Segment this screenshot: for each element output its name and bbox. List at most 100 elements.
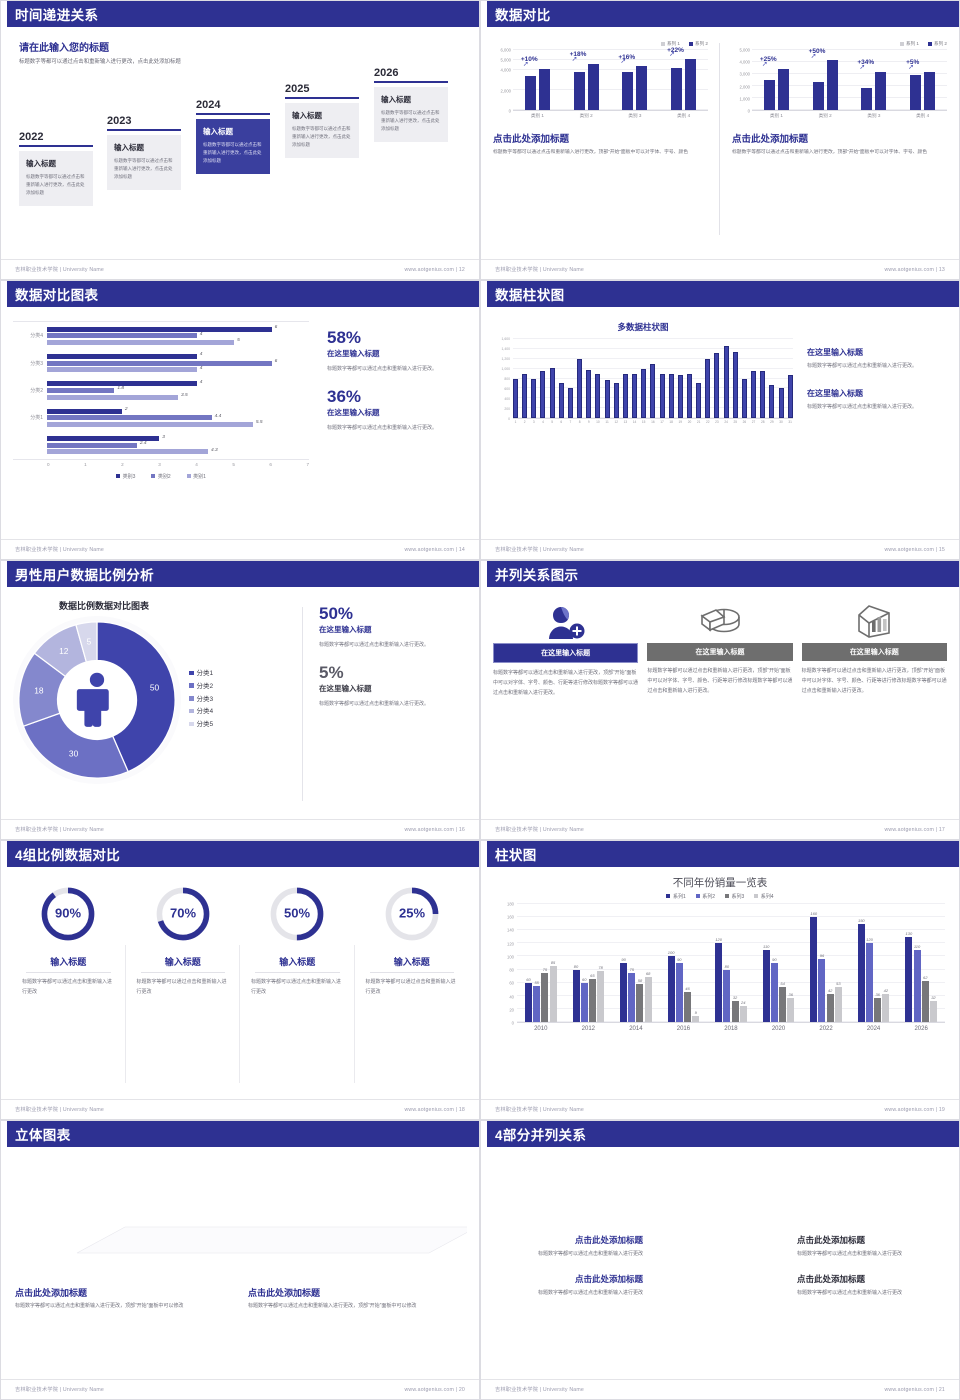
feature-card-3[interactable]: 在这里输入标题 标题数字等都可以通过点击和重新输入进行更改，顶部“开始”面板中可…: [801, 601, 947, 819]
bar-group: +5% ➚: [906, 50, 936, 110]
timeline-item-2023[interactable]: 2023 输入标题 标题数字等都可以通过点击和重新输入进行更改，点击此处添加标题: [107, 115, 181, 190]
bar: [787, 375, 793, 418]
bar-value: 32: [931, 995, 936, 1001]
timeline-card-body: 标题数字等都可以通过点击和重新输入进行更改，点击此处添加标题: [26, 174, 85, 195]
slide-17[interactable]: 并列关系图示 在这里输入标题 标题数字等都可以通过点击和重新输: [480, 560, 960, 840]
slice-value: 12: [59, 646, 69, 656]
timeline-item-2026[interactable]: 2026 输入标题 标题数字等都可以通过点击和重新输入进行更改，点击此处添加标题: [374, 67, 448, 142]
legend-item[interactable]: 类别3: [116, 473, 135, 480]
bar: [558, 383, 564, 418]
legend-item[interactable]: 类别2: [151, 473, 171, 480]
legend-item[interactable]: 分类2: [189, 681, 213, 694]
slide-body: 点击此处添加标题 标题数字等都可以通过点击和重新输入进行更改 点击此处添加标题 …: [481, 1147, 959, 1379]
timeline-card[interactable]: 输入标题 标题数字等都可以通过点击和重新输入进行更改，点击此处添加标题: [285, 103, 359, 158]
slide-12[interactable]: 时间递进关系 请在此输入您的标题 标题数字等都可以通过点击和重新输入进行更改，点…: [0, 0, 480, 280]
bar-value: 32: [732, 995, 738, 1001]
bar: 120: [866, 937, 873, 1022]
ring-card-2[interactable]: 70% 输入标题 标题数字等都可以通过点击和重新输入进行更改: [126, 883, 241, 1099]
bar: 4.3: [47, 448, 218, 455]
divider: [255, 972, 340, 973]
legend-item[interactable]: 系列2: [695, 893, 715, 900]
slide-body: 分类4 6 4 5 分类3 4 6 4 分类2 4 1.8 3.5 分类1 2 4.4 5.5 3 2.4 4.3 …: [1, 307, 479, 539]
block-body: 标题数字等都可以通过点击和重新输入进行更改: [797, 1250, 903, 1257]
timeline-card[interactable]: 输入标题 标题数字等都可以通过点击和重新输入进行更改，点击此处添加标题: [19, 151, 93, 206]
y-axis: 1,600 1,400 1,200 1,000 800 600 400 200 0: [493, 337, 512, 421]
slide-21[interactable]: 4部分并列关系 点击此处添加标题 标题数字等都可以通过点击和重新输入进行更改 点…: [480, 1120, 960, 1400]
bar-value: 60: [526, 976, 531, 982]
y-tick: 4,000: [500, 67, 511, 73]
x-tick: 6: [269, 461, 272, 467]
panel-body: 标题数字等都可以通过点击和重新输入进行更改，顶部“开始”面板中可以对字体、字号、…: [493, 150, 689, 155]
slide-title: 数据对比图表: [15, 288, 99, 303]
legend-item[interactable]: 系列1: [666, 893, 686, 900]
legend-item[interactable]: 系列3: [725, 893, 744, 900]
legend-item[interactable]: 系列4: [754, 893, 774, 900]
bar: [540, 371, 546, 418]
bar-group: +18% ➚: [570, 50, 599, 110]
x-tick: 30: [779, 420, 783, 424]
slide-14[interactable]: 数据对比图表 分类4 6 4 5 分类3 4 6 4 分类2 4 1.8 3.5 分类1 2 4.4 5.5 3…: [0, 280, 480, 560]
multi-bar-chart: 多数据柱状图 1,600 1,400 1,200 1,000 800 600 400 200 0…: [493, 321, 793, 539]
x-tick: 2022: [819, 1026, 833, 1032]
legend-item[interactable]: 分类4: [189, 706, 213, 719]
slide-title: 数据对比: [495, 8, 551, 23]
bar: [732, 352, 738, 418]
timeline-card-active[interactable]: 输入标题 标题数字等都可以通过点击和重新输入进行更改，点击此处添加标题: [196, 119, 270, 174]
timeline-item-2025[interactable]: 2025 输入标题 标题数字等都可以通过点击和重新输入进行更改，点击此处添加标题: [285, 83, 359, 158]
feature-card-2[interactable]: 在这里输入标题 标题数字等都可以通过点击和重新输入进行更改，顶部“开始”面板中可…: [647, 601, 793, 819]
y-tick: 2,000: [500, 88, 511, 94]
timeline-rule: [196, 113, 270, 115]
lead-block: 请在此输入您的标题 标题数字等都可以通过点击和重新输入进行更改，点击此处添加标题: [19, 39, 199, 67]
slide-footer: 吉林职业技术学院 | University Name www.aotgenius…: [1, 1379, 479, 1399]
feature-card-label[interactable]: 在这里输入标题: [493, 643, 639, 663]
bar: 80: [572, 964, 580, 1022]
footer-left: 吉林职业技术学院 | University Name: [495, 1387, 584, 1393]
ring-card-1[interactable]: 90% 输入标题 标题数字等都可以通过点击和重新输入进行更改: [11, 883, 126, 1099]
x-axis: 1 2 3 4 5 6 7 8 9 10 11 12 13 14 15 16 17 18 19 20 21 22 23 24 2…: [513, 420, 793, 424]
slide-header: 立体图表: [1, 1121, 479, 1147]
chart-legend: 系列1 系列2 系列3 系列4: [495, 893, 945, 900]
stat-value: 58%: [327, 328, 362, 347]
timeline-item-2022[interactable]: 2022 输入标题 标题数字等都可以通过点击和重新输入进行更改，点击此处添加标题: [19, 131, 93, 206]
feature-card-body: 标题数字等都可以通过点击和重新输入进行更改，顶部“开始”面板中可以对字体、字号、…: [801, 668, 947, 694]
timeline-card[interactable]: 输入标题 标题数字等都可以通过点击和重新输入进行更改，点击此处添加标题: [107, 135, 181, 190]
feature-card-label[interactable]: 在这里输入标题: [647, 643, 793, 661]
timeline-card[interactable]: 输入标题 标题数字等都可以通过点击和重新输入进行更改，点击此处添加标题: [374, 87, 448, 142]
feature-card-1[interactable]: 在这里输入标题 标题数字等都可以通过点击和重新输入进行更改，顶部“开始”面板中可…: [493, 601, 639, 819]
y-tick: 2,000: [739, 84, 750, 90]
slide-16[interactable]: 男性用户数据比例分析 数据比例数据对比图表: [0, 560, 480, 840]
feature-card-label[interactable]: 在这里输入标题: [801, 643, 947, 661]
ring-percent: 50%: [284, 906, 310, 921]
donut-chart: 50 30 18 12 5: [13, 616, 181, 784]
bar: [513, 378, 518, 418]
chart-title: 多数据柱状图: [617, 322, 669, 332]
legend-item[interactable]: 分类5: [189, 719, 213, 732]
slide-header: 时间递进关系: [1, 1, 479, 27]
slide-20[interactable]: 立体图表 点击此处添加标题 标题数字等都可以通过点击和重新输入进行更改，顶部“开…: [0, 1120, 480, 1400]
slice-value: 5: [87, 636, 92, 646]
slide-13[interactable]: 数据对比 系列 1 系列 2 6,000 5,000 4,000 2,000 0 +10…: [480, 0, 960, 280]
ring-card-3[interactable]: 50% 输入标题 标题数字等都可以通过点击和重新输入进行更改: [240, 883, 355, 1099]
slide-18[interactable]: 4组比例数据对比 90% 输入标题 标题数字等都可以通过点击和重新输入进行更改 70%…: [0, 840, 480, 1120]
slide-footer: 吉林职业技术学院 | University Name www.aotgenius…: [1, 1099, 479, 1119]
legend-item[interactable]: 分类3: [189, 694, 213, 707]
bar-group: +50% ➚: [809, 48, 838, 110]
circle-diagram: [645, 1191, 795, 1341]
timeline-item-2024[interactable]: 2024 输入标题 标题数字等都可以通过点击和重新输入进行更改，点击此处添加标题: [196, 99, 270, 174]
slide-19[interactable]: 柱状图 不同年份销量一览表 系列1 系列2 系列3 系列4 180 160 140 120 1…: [480, 840, 960, 1120]
arrow-icon: ➚: [522, 60, 529, 68]
slide-15[interactable]: 数据柱状图 多数据柱状图 1,600 1,400 1,200 1,000 800 600 4…: [480, 280, 960, 560]
footer-right: www.aotgenius.com | 17: [884, 826, 945, 833]
legend-item[interactable]: 分类1: [189, 668, 213, 681]
bar: 62: [921, 975, 929, 1022]
legend-item[interactable]: 类别1: [186, 473, 206, 480]
bar-value: 80: [573, 963, 579, 969]
bar-group: 160 96 42 53: [810, 904, 842, 1022]
bar-value: 160: [810, 911, 818, 917]
growth-label: +50%: [808, 47, 826, 55]
footer-left: 吉林职业技术学院 | University Name: [15, 547, 104, 553]
bar-value: 96: [819, 953, 825, 959]
slice-value: 18: [34, 686, 44, 696]
slide-header: 4部分并列关系: [481, 1121, 959, 1147]
ring-card-4[interactable]: 25% 输入标题 标题数字等都可以通过点击和重新输入进行更改: [355, 883, 470, 1099]
